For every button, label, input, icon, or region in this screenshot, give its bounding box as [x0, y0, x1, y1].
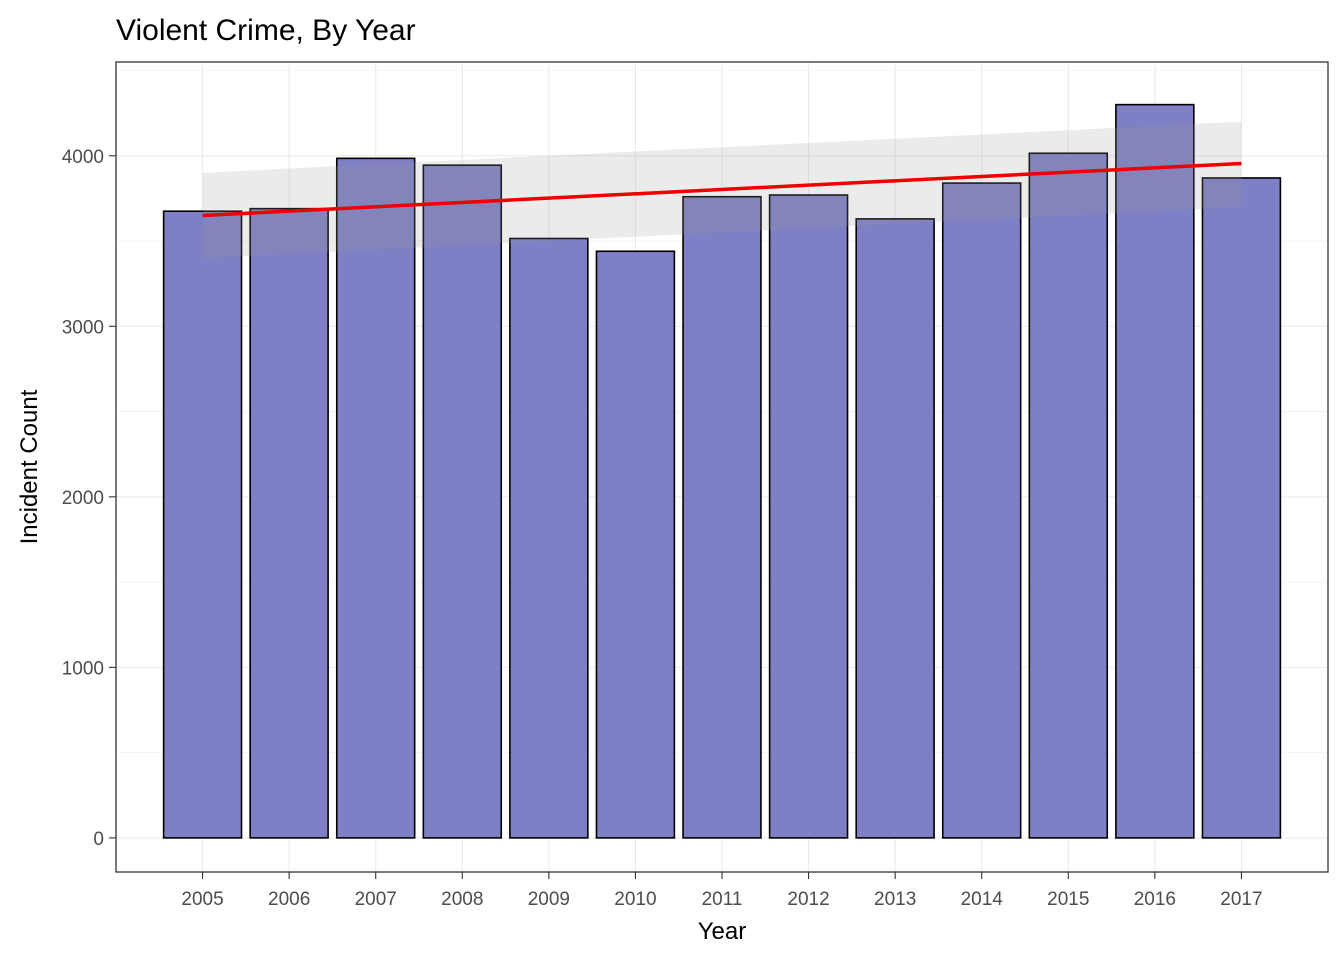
bar-2017: [1201, 177, 1282, 839]
x-tick-label: 2010: [614, 889, 656, 910]
x-tick-label: 2016: [1134, 889, 1176, 910]
bar-2006: [249, 207, 329, 839]
bar-2010: [595, 250, 676, 839]
x-tick-label: 2015: [1047, 889, 1089, 910]
bar-2015: [1028, 152, 1109, 839]
bar-2016: [1115, 103, 1195, 839]
bar-2014: [941, 182, 1022, 839]
x-axis-title: Year: [698, 918, 747, 945]
x-tick-label: 2008: [441, 889, 483, 910]
x-tick-label: 2017: [1220, 889, 1262, 910]
x-tick-label: 2006: [268, 889, 310, 910]
bars: [162, 103, 1282, 839]
bar-2012: [768, 194, 849, 839]
y-tick-label: 0: [93, 829, 104, 850]
x-axis: 2005 2006 2007 2008 2009 2010 2011 2012 2013 2014…: [181, 872, 1263, 910]
y-tick-label: 2000: [62, 488, 104, 509]
chart-title: Violent Crime, By Year: [116, 14, 416, 47]
bar-2005: [162, 210, 243, 839]
y-axis-title: Incident Count: [16, 389, 43, 544]
x-tick-label: 2007: [355, 889, 397, 910]
trend-line: [202, 161, 1242, 218]
bar-2011: [682, 195, 762, 839]
x-tick-label: 2009: [528, 889, 570, 910]
x-tick-label: 2013: [874, 889, 916, 910]
x-tick-label: 2005: [181, 889, 223, 910]
bar-2009: [509, 237, 589, 839]
trend-line-group: [202, 161, 1242, 218]
x-tick-label: 2011: [702, 889, 743, 910]
y-tick-label: 4000: [62, 147, 104, 168]
x-tick-label: 2012: [787, 889, 829, 910]
y-tick-label: 3000: [62, 317, 104, 338]
bar-2013: [855, 218, 935, 839]
y-axis: 0 1000 2000 3000 4000: [62, 147, 116, 850]
bar-2008: [422, 164, 503, 839]
x-tick-label: 2014: [961, 889, 1004, 910]
bar-2007: [335, 157, 416, 839]
y-tick-label: 1000: [62, 658, 104, 679]
